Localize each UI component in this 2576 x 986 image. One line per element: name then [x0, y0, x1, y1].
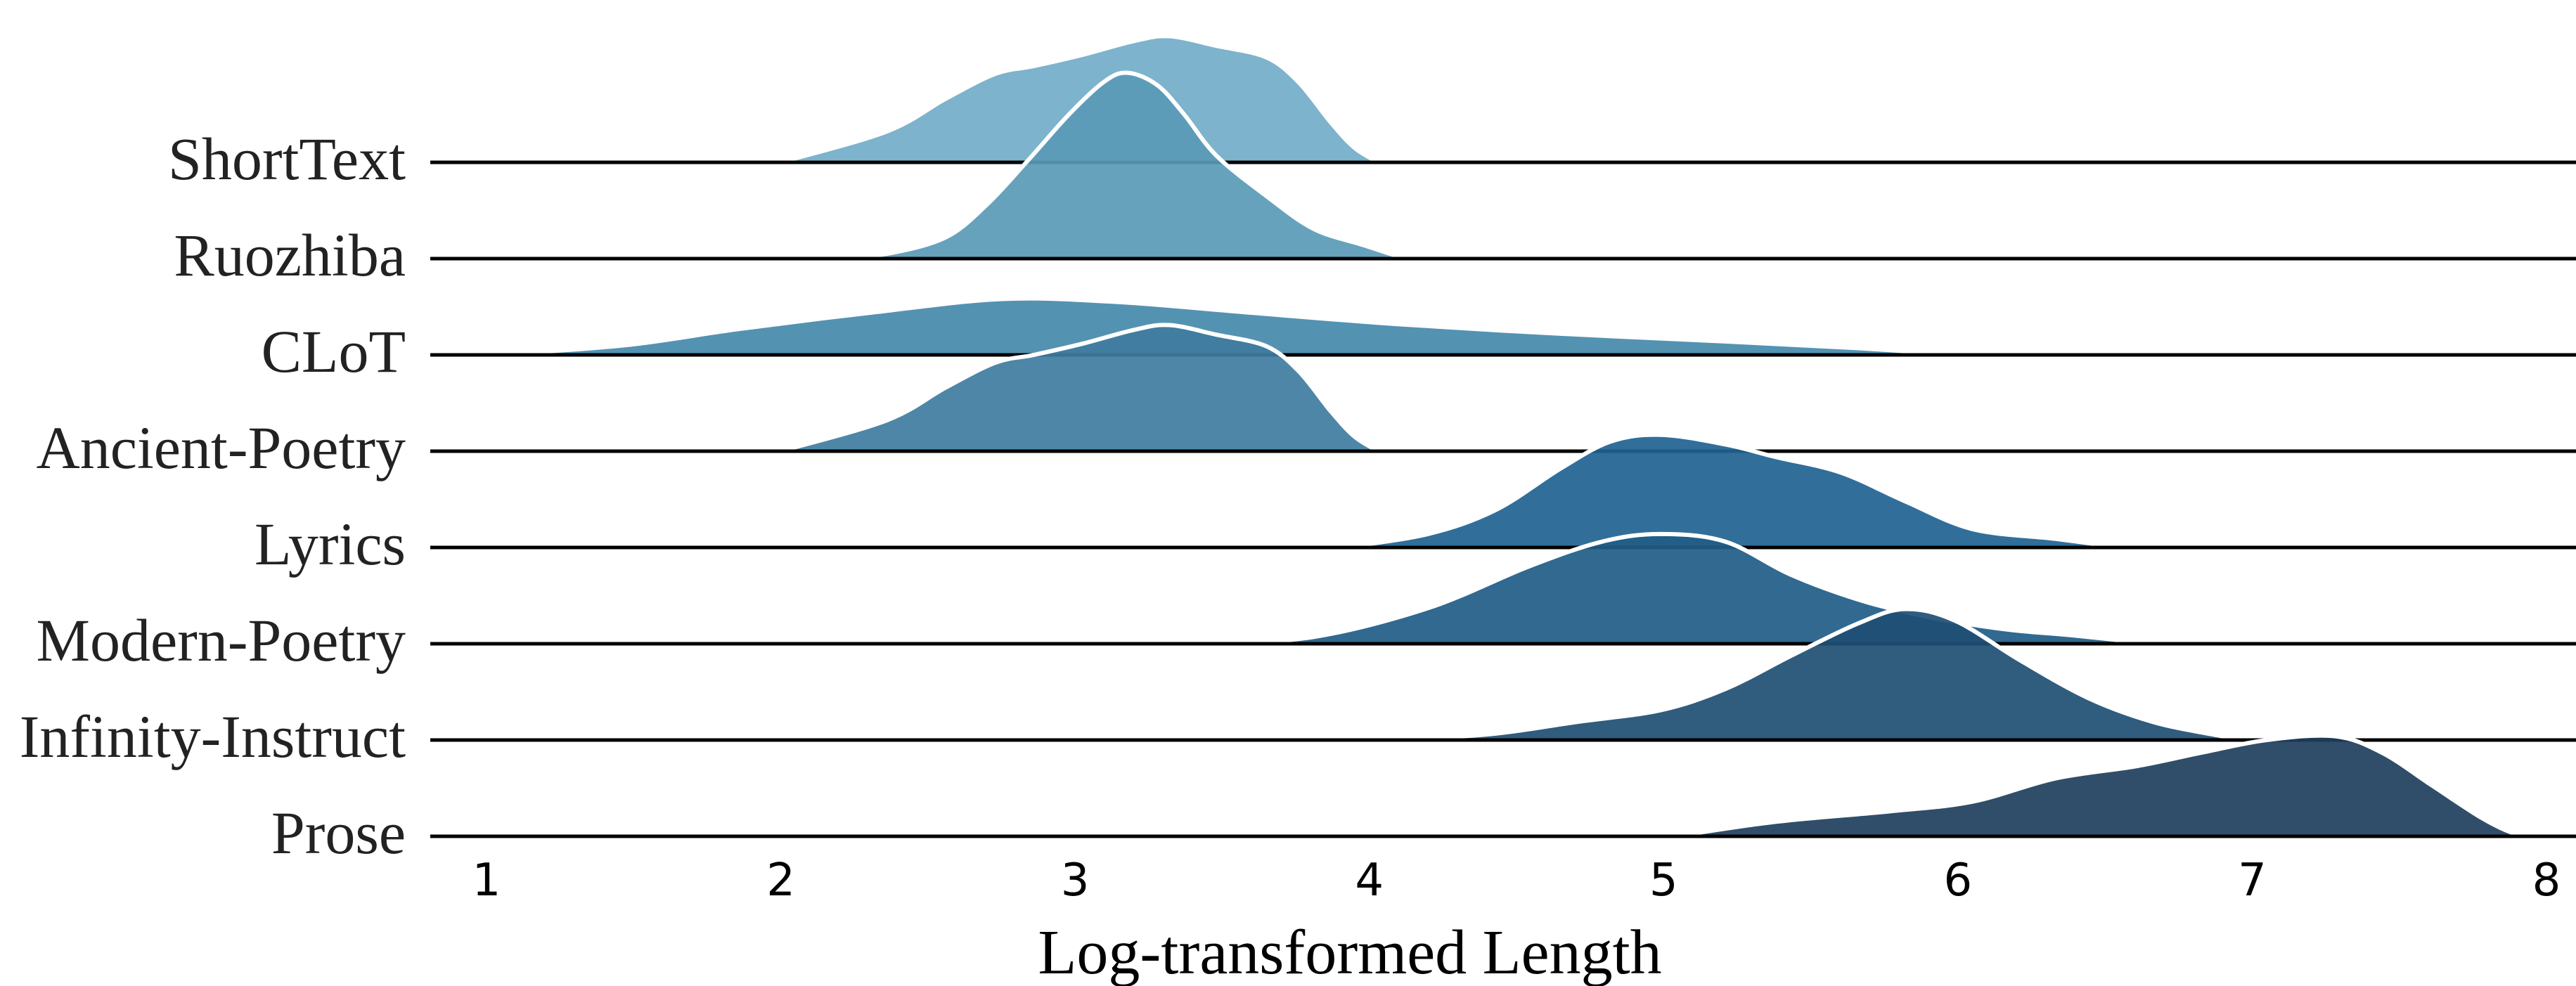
ridge-ruozhiba: [830, 72, 1405, 259]
x-ticks: 1 2 3 4 5 6 7 8: [472, 855, 2561, 907]
ridge-ancient-poetry: [780, 325, 1379, 451]
ridge-outline-prose: [1675, 733, 2538, 838]
row-label: CLoT: [262, 318, 406, 385]
row-label: Lyrics: [255, 510, 406, 578]
ridge-outline-modern-poetry: [1207, 531, 2153, 646]
row-labels: ShortText Ruozhiba CLoT Ancient-Poetry Lyric…: [20, 125, 406, 867]
row-label: Prose: [271, 799, 406, 867]
ridge-outline-infinity-instruct: [1348, 606, 2253, 742]
ridge-prose: [1675, 735, 2538, 836]
ridge-outline-shorttext: [780, 34, 1379, 164]
x-tick-label: 8: [2532, 855, 2561, 907]
row-label: Ruozhiba: [174, 221, 406, 289]
ridges: [430, 34, 2576, 838]
ridge-outline-ancient-poetry: [780, 323, 1379, 453]
x-tick-label: 6: [1943, 855, 1972, 907]
ridge-modern-poetry: [1207, 533, 2153, 644]
row-label: ShortText: [168, 125, 406, 193]
x-tick-label: 3: [1061, 855, 1090, 907]
x-tick-label: 7: [2238, 855, 2267, 907]
row-label: Infinity-Instruct: [20, 703, 406, 770]
x-tick-label: 1: [472, 855, 501, 907]
ridge-infinity-instruct: [1348, 609, 2253, 740]
ridge-outline-ruozhiba: [830, 70, 1405, 261]
x-axis-title: Log-transformed Length: [1038, 918, 1661, 986]
ridge-clot: [492, 298, 1958, 355]
ridge-shorttext: [780, 36, 1379, 162]
ridge-outline-clot: [492, 296, 1959, 357]
x-tick-label: 4: [1355, 855, 1384, 907]
x-tick-label: 2: [766, 855, 795, 907]
row-label: Modern-Poetry: [37, 606, 406, 674]
ridge-lyrics: [1343, 434, 2120, 547]
x-tick-label: 5: [1649, 855, 1678, 907]
row-label: Ancient-Poetry: [37, 414, 406, 481]
ridge-outline-lyrics: [1342, 432, 2120, 550]
